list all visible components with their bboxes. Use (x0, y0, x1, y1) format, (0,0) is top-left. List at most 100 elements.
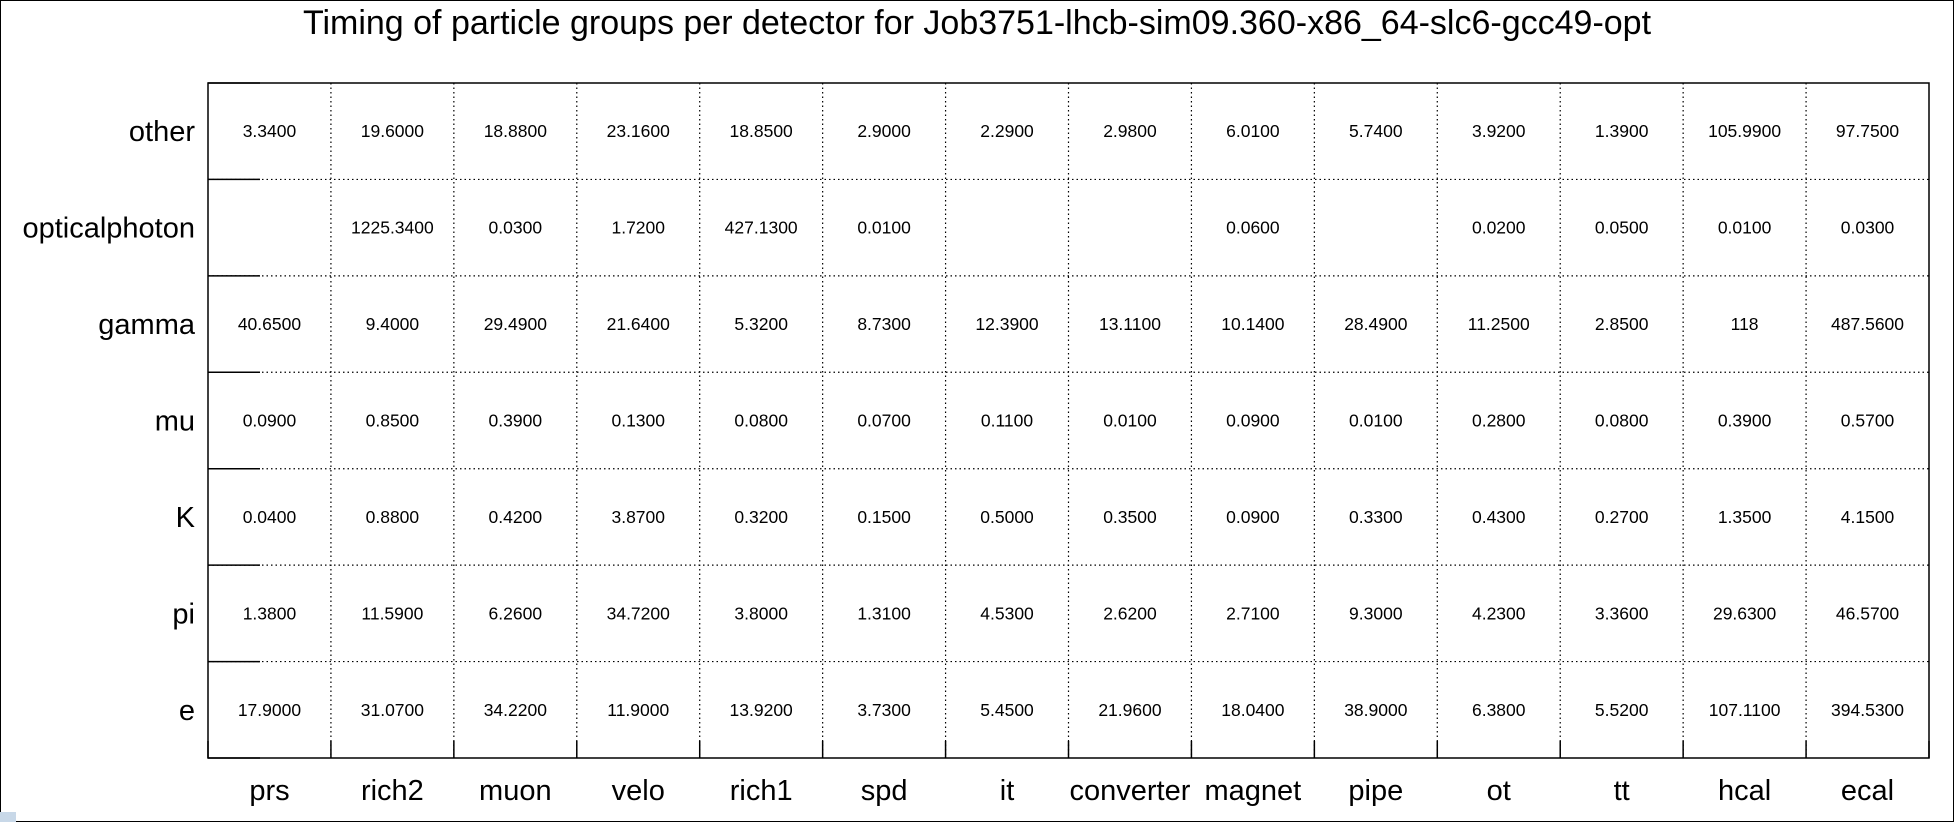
cell-value: 3.3400 (243, 121, 297, 141)
cell-value: 1.3800 (243, 603, 297, 623)
cell-value: 6.0100 (1226, 121, 1280, 141)
cell-value: 0.5000 (980, 507, 1034, 527)
cell-value: 0.0900 (1226, 411, 1280, 431)
cell-value: 1.3100 (857, 603, 911, 623)
cell-value: 427.1300 (725, 218, 798, 238)
cell-value: 0.0100 (1103, 411, 1157, 431)
x-tick-label: muon (479, 775, 552, 807)
cell-value: 2.9800 (1103, 121, 1157, 141)
cell-value: 0.0900 (1226, 507, 1280, 527)
cell-value: 34.2200 (484, 700, 548, 720)
cell-value: 0.0100 (1349, 411, 1403, 431)
cell-value: 0.3300 (1349, 507, 1403, 527)
cell-value: 0.3900 (489, 411, 543, 431)
cell-value: 118 (1731, 314, 1759, 334)
cell-value: 0.0100 (1718, 218, 1772, 238)
cell-value: 0.3900 (1718, 411, 1772, 431)
x-tick-label: velo (612, 775, 665, 807)
cell-value: 0.4200 (489, 507, 543, 527)
cell-value: 0.1100 (981, 411, 1033, 431)
cell-value: 0.0300 (1841, 218, 1895, 238)
cell-value: 29.6300 (1713, 603, 1777, 623)
cell-value: 0.2700 (1595, 507, 1649, 527)
cell-value: 2.7100 (1226, 603, 1280, 623)
cell-value: 2.9000 (857, 121, 911, 141)
cell-value: 9.4000 (366, 314, 420, 334)
cell-value: 38.9000 (1344, 700, 1408, 720)
cell-value: 18.8800 (484, 121, 548, 141)
y-tick-label: opticalphoton (22, 213, 195, 245)
cell-value: 5.4500 (980, 700, 1034, 720)
y-tick-label: other (129, 116, 195, 148)
cell-value: 3.8000 (734, 603, 788, 623)
cell-value: 6.2600 (489, 603, 543, 623)
cell-value: 4.5300 (980, 603, 1034, 623)
cell-value: 13.1100 (1099, 314, 1161, 334)
cell-value: 2.2900 (980, 121, 1034, 141)
cell-value: 18.8500 (730, 121, 794, 141)
chart-title: Timing of particle groups per detector f… (302, 4, 1652, 42)
x-tick-label: rich2 (361, 775, 424, 807)
cell-value: 97.7500 (1836, 121, 1900, 141)
cell-value: 0.0200 (1472, 218, 1526, 238)
x-tick-label: hcal (1718, 775, 1771, 807)
cell-value: 8.7300 (857, 314, 911, 334)
cell-value: 0.0600 (1226, 218, 1280, 238)
cell-value: 21.9600 (1098, 700, 1162, 720)
cell-value: 487.5600 (1831, 314, 1904, 334)
cell-value: 19.6000 (361, 121, 425, 141)
cell-value: 5.7400 (1349, 121, 1403, 141)
cell-value: 6.3800 (1472, 700, 1526, 720)
cell-value: 394.5300 (1831, 700, 1904, 720)
cell-value: 17.9000 (238, 700, 302, 720)
cell-value: 4.2300 (1472, 603, 1526, 623)
x-tick-label: spd (861, 775, 908, 807)
cell-value: 0.3200 (734, 507, 788, 527)
cell-value: 3.3600 (1595, 603, 1649, 623)
x-tick-label: it (1000, 775, 1015, 807)
cell-value: 1.7200 (611, 218, 665, 238)
cell-value: 3.8700 (611, 507, 665, 527)
cell-value: 0.0700 (857, 411, 911, 431)
cell-value: 23.1600 (607, 121, 671, 141)
cell-value: 46.5700 (1836, 603, 1900, 623)
x-tick-label: tt (1614, 775, 1630, 807)
x-tick-label: pipe (1348, 775, 1403, 807)
cell-value: 11.2500 (1468, 314, 1530, 334)
cell-value: 5.3200 (734, 314, 788, 334)
cell-value: 105.9900 (1708, 121, 1781, 141)
cell-value: 3.9200 (1472, 121, 1526, 141)
cell-value: 0.0400 (243, 507, 297, 527)
x-tick-label: converter (1070, 775, 1191, 807)
y-tick-label: e (179, 695, 195, 727)
cell-value: 1.3900 (1595, 121, 1649, 141)
cell-value: 21.6400 (607, 314, 671, 334)
y-tick-label: K (176, 502, 196, 534)
cell-value: 0.0500 (1595, 218, 1649, 238)
x-tick-label: ot (1487, 775, 1511, 807)
resize-corner (0, 812, 16, 822)
cell-value: 2.8500 (1595, 314, 1649, 334)
cell-value: 34.7200 (607, 603, 671, 623)
cell-value: 31.0700 (361, 700, 425, 720)
cell-value: 0.3500 (1103, 507, 1157, 527)
cell-value: 12.3900 (975, 314, 1039, 334)
cell-value: 10.1400 (1221, 314, 1285, 334)
cell-value: 29.4900 (484, 314, 548, 334)
cell-value: 2.6200 (1103, 603, 1157, 623)
cell-value: 0.4300 (1472, 507, 1526, 527)
cell-value: 9.3000 (1349, 603, 1403, 623)
x-tick-label: ecal (1841, 775, 1894, 807)
cell-value: 18.0400 (1221, 700, 1285, 720)
cell-value: 0.0300 (489, 218, 543, 238)
cell-value: 0.5700 (1841, 411, 1895, 431)
cell-value: 13.9200 (730, 700, 794, 720)
y-tick-label: mu (155, 406, 195, 438)
cell-value: 0.0100 (857, 218, 911, 238)
cell-value: 40.6500 (238, 314, 302, 334)
cell-value: 3.7300 (857, 700, 911, 720)
y-tick-label: pi (172, 598, 195, 630)
y-tick-label: gamma (98, 309, 196, 341)
cell-value: 1.3500 (1718, 507, 1772, 527)
